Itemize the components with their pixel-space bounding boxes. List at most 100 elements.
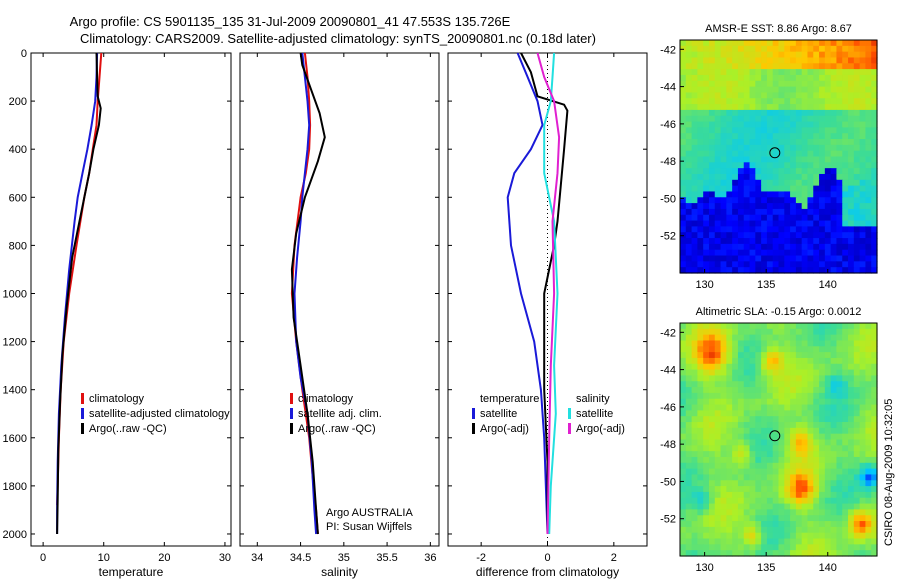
depth-tick-label: 800 [9, 240, 27, 252]
sla-cell [824, 503, 832, 510]
sla-cell [819, 538, 826, 545]
sla-cell [703, 416, 710, 423]
sst-cell [703, 63, 710, 70]
sst-cell [749, 104, 756, 111]
sla-cell [871, 480, 878, 487]
sla-cell [697, 550, 704, 557]
sst-cell [680, 162, 687, 169]
sst-cell [790, 197, 797, 204]
sst-cell [720, 86, 727, 94]
sla-cell [813, 486, 820, 493]
sla-cell [714, 439, 722, 446]
sla-cell [859, 503, 867, 510]
sst-cell [865, 104, 872, 111]
sla-cell [842, 392, 849, 400]
sla-cell [714, 357, 722, 365]
sla-cell [813, 357, 820, 365]
sst-cell [743, 173, 751, 181]
sla-cell [813, 491, 820, 499]
sst-cell [755, 144, 762, 152]
sst-cell [691, 261, 698, 268]
sst-cell [865, 121, 872, 128]
sla-cell [830, 392, 838, 400]
sla-cell [720, 521, 727, 528]
sst-cell [865, 69, 872, 76]
sla-cell [853, 439, 861, 446]
sst-cell [807, 127, 814, 134]
sst-cell [807, 249, 814, 257]
sla-cell [848, 491, 855, 499]
sla-cell [761, 433, 768, 441]
sst-cell [859, 203, 867, 210]
sst-cell [830, 57, 838, 64]
sst-cell [813, 220, 820, 227]
sst-cell [680, 226, 687, 233]
sst-cell [807, 232, 814, 239]
sst-cell [830, 185, 838, 193]
sst-cell [697, 150, 704, 158]
sst-cell [813, 255, 820, 262]
sst-cell [708, 168, 716, 175]
sla-cell [865, 416, 872, 423]
sst-cell [819, 255, 826, 262]
sla-cell [708, 445, 716, 452]
sst-cell [778, 63, 785, 70]
sst-cell [732, 249, 739, 257]
sst-cell [819, 63, 826, 70]
sla-cell [859, 451, 867, 458]
depth-tick-label: 0 [21, 48, 27, 60]
sla-cell [708, 462, 716, 470]
sla-cell [680, 550, 687, 557]
sst-cell [871, 127, 878, 134]
sla-cell [830, 369, 838, 377]
sla-cell [813, 526, 820, 534]
sst-cell [761, 208, 768, 216]
sst-cell [766, 243, 774, 251]
sst-cell [714, 238, 722, 245]
sla-cell [732, 480, 739, 487]
sst-cell [865, 98, 872, 105]
sst-cell [778, 191, 785, 198]
sst-cell [824, 232, 832, 239]
sst-cell [761, 238, 768, 245]
sla-cell [749, 456, 756, 464]
sla-cell [737, 509, 745, 516]
sst-cell [691, 121, 698, 128]
sla-cell [761, 486, 768, 493]
sst-cell [795, 238, 803, 245]
sst-cell [865, 232, 872, 239]
sla-cell [743, 328, 751, 336]
sla-cell [871, 509, 878, 516]
sla-cell [720, 433, 727, 441]
difference-legend-swatch [472, 423, 475, 434]
sla-cell [807, 491, 814, 499]
sla-cell [865, 521, 872, 528]
sst-cell [732, 208, 739, 216]
sst-cell [755, 243, 762, 251]
sst-cell [755, 168, 762, 175]
sla-cell [824, 334, 832, 342]
sst-cell [795, 162, 803, 169]
sla-cell [680, 521, 687, 528]
sst-cell [766, 127, 774, 134]
sst-ytick-label: -48 [660, 156, 676, 168]
sst-cell [685, 51, 693, 59]
sst-cell [865, 185, 872, 193]
sla-cell [819, 497, 826, 505]
sla-cell [697, 515, 704, 522]
sst-cell [732, 150, 739, 158]
sla-cell [755, 334, 762, 342]
sla-cell [859, 456, 867, 464]
difference-xtick-label: 0 [544, 552, 550, 564]
sst-cell [697, 162, 704, 169]
sst-cell [772, 226, 780, 233]
sla-cell [703, 369, 710, 377]
sla-cell [853, 323, 861, 330]
sla-cell [836, 334, 843, 342]
sst-cell [807, 109, 814, 117]
sst-cell [749, 69, 756, 76]
difference-xlabel: difference from climatology [476, 565, 619, 579]
sla-cell [784, 369, 791, 377]
sst-cell [830, 109, 838, 117]
sst-cell [691, 139, 698, 146]
